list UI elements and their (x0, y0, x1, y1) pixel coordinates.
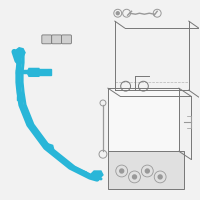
Circle shape (133, 175, 136, 179)
Circle shape (145, 169, 149, 173)
Polygon shape (27, 68, 41, 76)
FancyBboxPatch shape (52, 35, 62, 44)
Polygon shape (13, 48, 25, 58)
Polygon shape (39, 69, 51, 75)
FancyBboxPatch shape (62, 35, 71, 44)
Polygon shape (80, 170, 87, 176)
Polygon shape (108, 151, 184, 189)
Polygon shape (91, 171, 103, 178)
Circle shape (158, 175, 162, 179)
FancyBboxPatch shape (42, 35, 52, 44)
Circle shape (120, 169, 124, 173)
Polygon shape (47, 143, 54, 149)
Polygon shape (17, 96, 23, 100)
Circle shape (116, 12, 119, 15)
Polygon shape (108, 88, 179, 151)
